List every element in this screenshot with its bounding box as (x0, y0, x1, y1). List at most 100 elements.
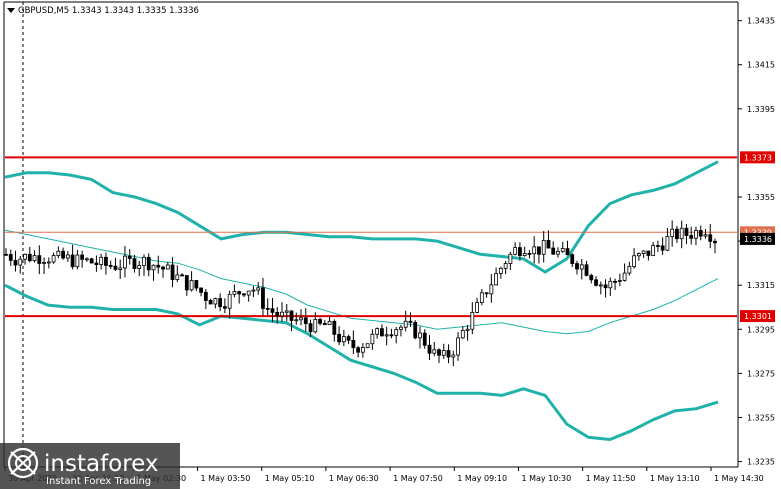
candle (242, 293, 246, 298)
candle (613, 278, 617, 290)
candle (70, 244, 75, 270)
candle (475, 297, 479, 314)
candle-body-bear (413, 322, 418, 339)
candle-body-bear (261, 287, 265, 309)
candle-body-bear (351, 339, 356, 349)
candle (89, 257, 94, 264)
candle (622, 263, 627, 282)
candle (708, 223, 713, 249)
candle (127, 249, 132, 265)
candle (99, 253, 104, 270)
candle-body-bear (94, 262, 99, 266)
candle-body-bear (575, 263, 579, 270)
candle (51, 252, 56, 264)
candle-body-bear (218, 298, 223, 308)
candle-body-bear (332, 320, 337, 335)
candle-body-bull (118, 267, 123, 270)
price-tick-label: 1.3395 (747, 105, 775, 114)
candle-body-bear (708, 234, 713, 242)
candle-body-bear (237, 291, 242, 295)
candle-body-bull (475, 302, 479, 313)
candle-body-bull (370, 333, 375, 345)
candle-body-bear (594, 279, 598, 286)
candle-body-bear (660, 245, 665, 251)
symbol-dropdown-icon[interactable] (7, 8, 15, 13)
candle (422, 329, 427, 349)
candle (694, 226, 698, 246)
candle (280, 302, 284, 322)
candle (56, 246, 61, 259)
candle-body-bear (565, 248, 570, 256)
candle-body-bear (527, 253, 532, 255)
candle (608, 277, 613, 296)
candle-body-bear (675, 228, 679, 240)
candle (165, 262, 170, 270)
candle-body-bull (232, 291, 237, 295)
candle-body-bear (194, 280, 199, 289)
candle (203, 289, 208, 310)
candle (318, 317, 322, 326)
candle (636, 252, 641, 261)
candle (180, 273, 184, 277)
candle (237, 290, 242, 304)
candle (489, 274, 494, 303)
candle-body-bear (584, 264, 589, 276)
price-tick-label: 1.3235 (747, 458, 775, 467)
candle-body-bear (408, 320, 413, 323)
candle-body-bear (242, 293, 246, 296)
candle-body-bear (70, 254, 75, 268)
candle-body-bear (104, 256, 108, 266)
candle (470, 302, 475, 335)
candle (484, 292, 489, 298)
candle-body-bull (175, 274, 180, 280)
candle (546, 230, 551, 249)
candle (679, 220, 684, 249)
candle-body-bear (308, 323, 313, 333)
candle-body-bear (422, 332, 427, 346)
candle-body-bull (556, 250, 560, 255)
candle-body-bull (651, 245, 656, 256)
candle (494, 267, 499, 286)
horizontal-levels[interactable] (5, 156, 737, 318)
candle-body-bear (184, 275, 189, 291)
candle (322, 319, 327, 326)
candle (560, 241, 565, 253)
candle (675, 225, 679, 243)
candle-body-bear (684, 227, 689, 236)
candle-body-bear (13, 259, 18, 266)
resistance-price-tag-text: 1.3373 (744, 153, 772, 162)
candle (151, 264, 156, 281)
price-tick-label: 1.3435 (747, 17, 775, 26)
candle (275, 306, 280, 324)
time-tick-label: 1 May 03:50 (201, 474, 251, 483)
candle (251, 285, 256, 298)
candle-body-bull (256, 287, 261, 291)
candle (104, 252, 108, 275)
candle (37, 245, 42, 275)
bollinger-upper-band (4, 160, 719, 274)
candle (665, 228, 670, 252)
candle-body-bear (613, 280, 617, 283)
price-tick-label: 1.3315 (747, 281, 775, 290)
candle (498, 266, 503, 279)
candle (142, 254, 146, 276)
candle (456, 332, 460, 361)
candle-body-bear (589, 274, 594, 281)
candle (594, 276, 598, 287)
candle-body-bear (80, 254, 85, 260)
time-tick-label: 1 May 11:50 (586, 474, 636, 483)
candle-body-bull (299, 317, 303, 321)
candle-body-bull (99, 256, 104, 266)
candle (627, 261, 632, 276)
candle (394, 326, 399, 344)
candle-body-bull (65, 254, 70, 259)
partial-price-tag-text: 1.3339 (744, 228, 772, 237)
candle (222, 298, 227, 314)
candle-body-bear (146, 256, 151, 271)
candle-body-bull (23, 253, 27, 260)
time-tick-label: 1 May 10:30 (521, 474, 571, 483)
candle-body-bull (313, 319, 318, 333)
candle (356, 345, 361, 358)
candle (27, 246, 32, 263)
